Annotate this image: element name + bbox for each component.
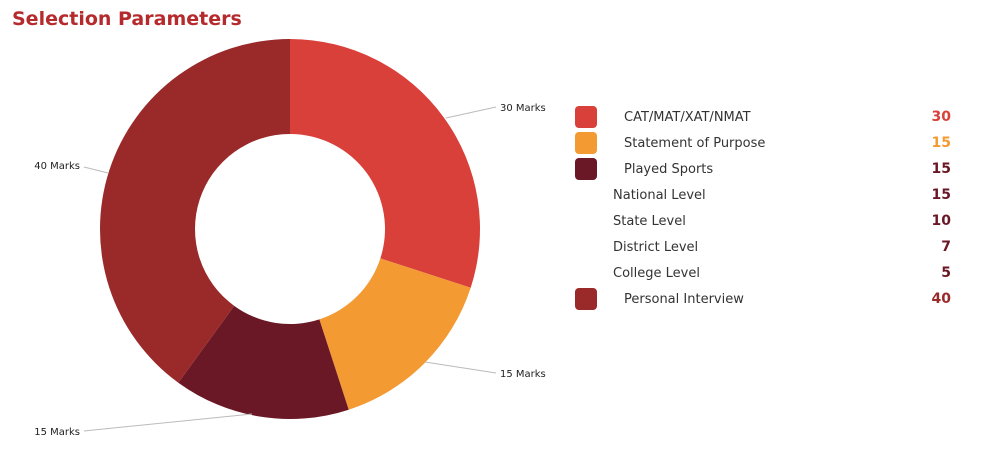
- legend-value: 30: [931, 109, 951, 125]
- legend-swatch: [575, 132, 597, 154]
- callout-leader-line: [445, 106, 497, 119]
- legend-swatch: [575, 106, 597, 128]
- legend-sub-item: College Level 5: [575, 260, 955, 286]
- legend-item: CAT/MAT/XAT/NMAT 30: [575, 104, 955, 130]
- legend-sub-item: District Level 7: [575, 234, 955, 260]
- slice-callout-label: 15 Marks: [34, 427, 80, 438]
- legend-value: 7: [941, 239, 951, 255]
- donut-slice: [290, 39, 481, 288]
- legend-label: College Level: [613, 265, 700, 281]
- legend-value: 15: [931, 161, 951, 177]
- legend-label: National Level: [613, 187, 706, 203]
- legend-item: Played Sports 15: [575, 156, 955, 182]
- legend-value: 40: [931, 291, 951, 307]
- legend-label: State Level: [613, 213, 686, 229]
- legend-item: Personal Interview 40: [575, 286, 955, 312]
- slice-callout-label: 30 Marks: [500, 103, 546, 114]
- legend-swatch: [575, 158, 597, 180]
- donut-chart: 30 Marks 15 Marks 15 Marks 40 Marks: [34, 39, 546, 438]
- legend-sub-item: National Level 15: [575, 182, 955, 208]
- legend-value: 15: [931, 187, 951, 203]
- donut-slice: [178, 305, 349, 419]
- chart-title: Selection Parameters: [12, 8, 242, 30]
- legend-label: Statement of Purpose: [624, 135, 766, 151]
- callout-leader-line: [424, 361, 497, 374]
- callout-leader-line: [83, 166, 109, 174]
- legend-swatch: [575, 288, 597, 310]
- legend-value: 15: [931, 135, 951, 151]
- callout-leader-line: [83, 413, 253, 432]
- legend-item: Statement of Purpose 15: [575, 130, 955, 156]
- donut-slice: [99, 39, 290, 383]
- legend-label: District Level: [613, 239, 699, 255]
- donut-slice: [319, 258, 471, 410]
- legend: CAT/MAT/XAT/NMAT 30 Statement of Purpose 15…: [575, 104, 955, 312]
- slice-callout-label: 40 Marks: [34, 161, 80, 172]
- legend-label: CAT/MAT/XAT/NMAT: [624, 109, 751, 125]
- legend-label: Personal Interview: [624, 291, 744, 307]
- legend-sub-item: State Level 10: [575, 208, 955, 234]
- legend-value: 10: [931, 213, 951, 229]
- slice-callout-label: 15 Marks: [500, 369, 546, 380]
- legend-value: 5: [941, 265, 951, 281]
- legend-label: Played Sports: [624, 161, 714, 177]
